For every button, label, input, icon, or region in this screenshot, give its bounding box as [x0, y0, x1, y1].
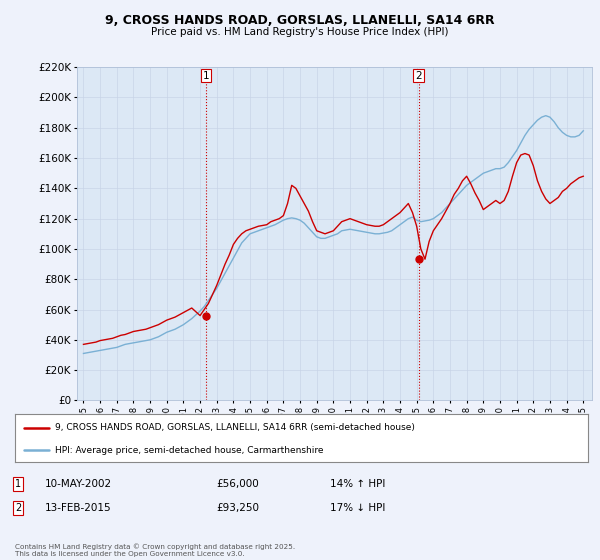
Text: 10-MAY-2002: 10-MAY-2002 — [45, 479, 112, 489]
Text: 13-FEB-2015: 13-FEB-2015 — [45, 503, 112, 513]
Text: 9, CROSS HANDS ROAD, GORSLAS, LLANELLI, SA14 6RR: 9, CROSS HANDS ROAD, GORSLAS, LLANELLI, … — [105, 14, 495, 27]
Text: £56,000: £56,000 — [216, 479, 259, 489]
Text: 2: 2 — [415, 71, 422, 81]
Text: Contains HM Land Registry data © Crown copyright and database right 2025.
This d: Contains HM Land Registry data © Crown c… — [15, 544, 295, 557]
Text: Price paid vs. HM Land Registry's House Price Index (HPI): Price paid vs. HM Land Registry's House … — [151, 27, 449, 37]
Text: 9, CROSS HANDS ROAD, GORSLAS, LLANELLI, SA14 6RR (semi-detached house): 9, CROSS HANDS ROAD, GORSLAS, LLANELLI, … — [55, 423, 415, 432]
Text: 17% ↓ HPI: 17% ↓ HPI — [330, 503, 385, 513]
Text: 14% ↑ HPI: 14% ↑ HPI — [330, 479, 385, 489]
Text: 2: 2 — [15, 503, 21, 513]
Text: £93,250: £93,250 — [216, 503, 259, 513]
Text: 1: 1 — [15, 479, 21, 489]
Text: HPI: Average price, semi-detached house, Carmarthenshire: HPI: Average price, semi-detached house,… — [55, 446, 323, 455]
Text: 1: 1 — [203, 71, 209, 81]
